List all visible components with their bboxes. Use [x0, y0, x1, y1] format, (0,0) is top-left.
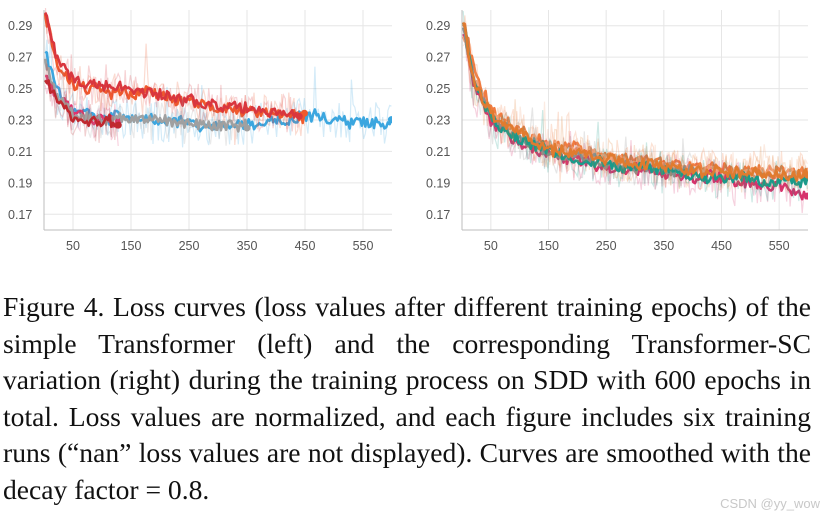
series-raw-run-2	[44, 11, 305, 146]
y-tick-label: 0.23	[426, 114, 450, 128]
y-tick-label: 0.23	[8, 114, 32, 128]
series-end-point-run-6	[114, 121, 122, 129]
plot-area	[44, 8, 392, 148]
right-loss-chart-svg: 0.17 0.19 0.21 0.23 0.25 0.27 0.29 50 150 250 350 4…	[426, 10, 808, 253]
y-tick-label: 0.29	[426, 19, 450, 33]
series-raw-run-4	[44, 81, 119, 147]
x-tick-label: 550	[769, 239, 790, 253]
series-raw-run-6	[462, 21, 808, 193]
series-line-run-5	[462, 22, 808, 189]
y-tick-label: 0.19	[8, 176, 32, 190]
y-tick-label: 0.21	[8, 145, 32, 159]
series-end-point-run-3	[803, 192, 808, 200]
y-tick-label: 0.27	[8, 51, 32, 65]
x-tick-label: 550	[353, 239, 374, 253]
y-tick-label: 0.19	[426, 176, 450, 190]
y-tick-label: 0.25	[8, 82, 32, 96]
y-tick-label: 0.17	[426, 208, 450, 222]
x-tick-label: 250	[179, 239, 200, 253]
series-line-run-6	[462, 21, 808, 182]
plot-area	[462, 11, 808, 214]
series-line-run-3	[44, 12, 300, 119]
series-line-run-6	[44, 79, 119, 129]
x-tick-label: 50	[484, 239, 498, 253]
series-end-point-run-6	[803, 171, 808, 179]
x-tick-label: 150	[538, 239, 559, 253]
y-tick-label: 0.17	[8, 208, 32, 222]
y-tick-label: 0.27	[426, 51, 450, 65]
x-tick-label: 450	[711, 239, 732, 253]
series-raw-run-2	[462, 42, 808, 193]
x-tick-label: 450	[295, 239, 316, 253]
y-tick-label: 0.25	[426, 82, 450, 96]
series-raw-run-5	[44, 59, 248, 146]
y-tick-label: 0.29	[8, 19, 32, 33]
x-tick-label: 250	[596, 239, 617, 253]
x-tick-label: 350	[653, 239, 674, 253]
left-loss-chart: 0.17 0.19 0.21 0.23 0.25 0.27 0.29 50 150 250 350 4…	[0, 0, 400, 260]
x-tick-label: 150	[121, 239, 142, 253]
left-loss-chart-svg: 0.17 0.19 0.21 0.23 0.25 0.27 0.29 50 150 250 350 4…	[8, 8, 392, 253]
series-end-point-run-3	[295, 112, 303, 120]
right-loss-chart: 0.17 0.19 0.21 0.23 0.25 0.27 0.29 50 150 250 350 4…	[416, 0, 826, 260]
x-tick-label: 350	[237, 239, 258, 253]
y-tick-label: 0.21	[426, 145, 450, 159]
series-end-point-run-5	[243, 124, 251, 132]
series-end-point-run-2	[300, 109, 308, 117]
x-tick-label: 50	[66, 239, 80, 253]
watermark: CSDN @yy_wow	[720, 496, 820, 511]
figure-caption: Figure 4. Loss curves (loss values after…	[3, 291, 811, 505]
series-end-point-run-1	[387, 116, 392, 124]
